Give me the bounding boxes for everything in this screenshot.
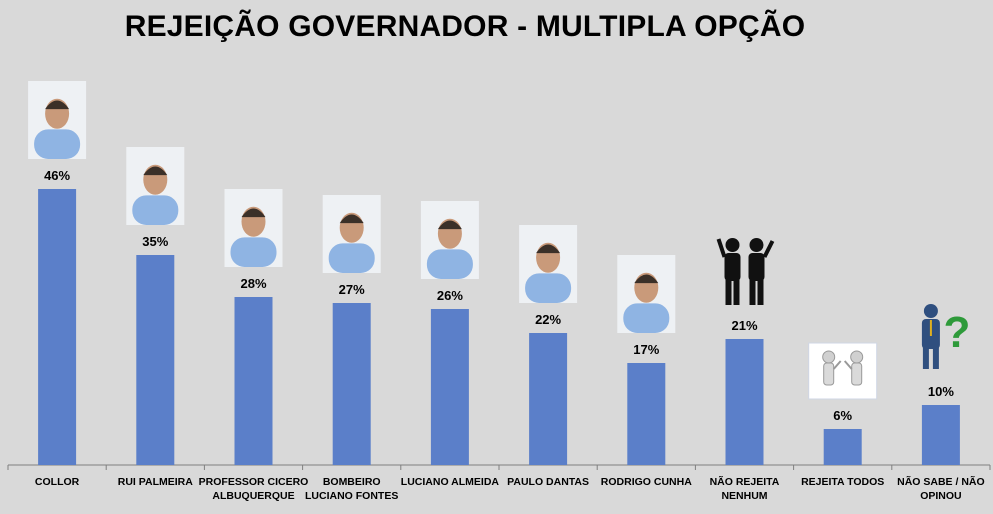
- bar: [332, 303, 371, 465]
- data-label: 6%: [833, 408, 852, 423]
- category-label: OPINOU: [920, 490, 961, 502]
- bar: [921, 405, 960, 465]
- portrait-photo: [322, 195, 381, 273]
- category-label: LUCIANO ALMEIDA: [401, 476, 500, 488]
- bar: [430, 309, 469, 465]
- bar: [725, 339, 764, 465]
- data-label: 27%: [339, 282, 365, 297]
- data-label: 22%: [535, 312, 561, 327]
- category-label: PROFESSOR CICERO: [199, 476, 309, 488]
- category-label: COLLOR: [35, 476, 80, 488]
- data-label: 21%: [731, 318, 757, 333]
- data-label: 46%: [44, 168, 70, 183]
- data-label: 10%: [928, 384, 954, 399]
- bar: [529, 333, 568, 465]
- portrait-photo: [224, 189, 283, 267]
- category-label: ALBUQUERQUE: [212, 490, 294, 502]
- bar: [136, 255, 175, 465]
- two-figures-disagree-icon: [808, 342, 878, 400]
- portrait-photo: [420, 201, 479, 279]
- data-label: 17%: [633, 342, 659, 357]
- bar: [38, 189, 77, 465]
- category-label: RUI PALMEIRA: [118, 476, 193, 488]
- category-label: RODRIGO CUNHA: [601, 476, 692, 488]
- category-label: LUCIANO FONTES: [305, 490, 398, 502]
- chart-title: REJEIÇÃO GOVERNADOR - MULTIPLA OPÇÃO: [124, 10, 806, 43]
- data-label: 26%: [437, 288, 463, 303]
- portrait-photo: [126, 147, 185, 225]
- bar: [627, 363, 666, 465]
- data-label: 28%: [240, 276, 266, 291]
- category-label: NÃO SABE / NÃO: [897, 475, 985, 488]
- portrait-photo: [617, 255, 676, 333]
- category-label: PAULO DANTAS: [507, 476, 589, 488]
- portrait-photo: [28, 81, 87, 159]
- svg-text:?: ?: [943, 308, 970, 357]
- category-label: REJEITA TODOS: [801, 476, 884, 488]
- bar: [234, 297, 273, 465]
- category-label: NÃO REJEITA: [710, 475, 780, 488]
- data-label: 35%: [142, 234, 168, 249]
- bar: [823, 429, 862, 465]
- portrait-photo: [519, 225, 578, 303]
- person-question-mark-icon: ?: [921, 304, 970, 369]
- category-label: NENHUM: [721, 490, 767, 502]
- category-label: BOMBEIRO: [323, 476, 381, 488]
- two-people-icon: [716, 238, 775, 305]
